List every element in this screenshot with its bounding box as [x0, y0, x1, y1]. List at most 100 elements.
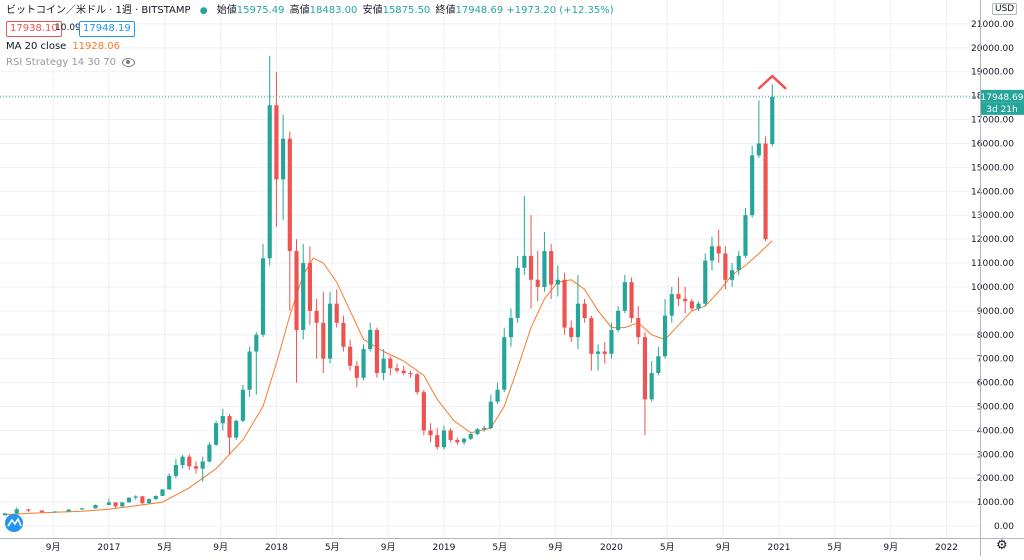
candle-body — [495, 389, 500, 402]
price-axis[interactable]: 0.00 1000.00 2000.00 3000.00 4000.00 5000.00 6… — [971, 0, 1024, 556]
y-tick-label: 21000.00 — [971, 20, 1014, 30]
candle-down — [321, 291, 326, 374]
candle-down — [683, 286, 688, 314]
candle-up — [555, 265, 560, 297]
candle-up — [669, 286, 674, 323]
candle-up — [542, 231, 547, 292]
candle-body — [2, 513, 8, 516]
candle-body — [274, 105, 279, 180]
candle-down — [569, 320, 574, 342]
candle-body — [260, 258, 266, 335]
y-tick-label: 8000.00 — [977, 331, 1014, 341]
grid — [0, 0, 980, 538]
candle-body — [441, 430, 447, 448]
candle-up — [595, 344, 601, 371]
countdown-label: 3d 21h — [986, 105, 1017, 115]
candle-down — [435, 428, 440, 450]
candle-up — [649, 361, 654, 402]
candle-body — [240, 389, 245, 421]
eye-icon[interactable] — [121, 57, 135, 67]
candle-down — [415, 373, 420, 395]
candle-body — [133, 496, 138, 498]
candle-down — [307, 246, 312, 326]
candle-body — [227, 416, 232, 438]
low-value: 15875.50 — [382, 5, 431, 16]
x-tick-label: 5月 — [157, 542, 172, 553]
y-tick-label: 14000.00 — [971, 187, 1014, 197]
open-value: 15975.49 — [236, 5, 285, 16]
candle-body — [80, 508, 85, 510]
candle-up — [53, 511, 58, 513]
candle-body — [39, 510, 44, 513]
sell-price-button[interactable]: 17938.10 — [6, 21, 62, 37]
candle-body — [93, 505, 98, 509]
y-tick-label: 16000.00 — [971, 139, 1014, 149]
buy-price-button[interactable]: 17948.19 — [79, 21, 135, 37]
time-axis[interactable]: 9月 2017 5月 9月 2018 5月 9月 2019 5月 9月 2020 5月 9月 2021 5月… — [0, 514, 1024, 553]
market-status-icon: ● — [199, 6, 208, 16]
candle-body — [683, 298, 688, 302]
candle-down — [723, 246, 728, 290]
candle-down — [113, 502, 118, 508]
candle-up — [616, 306, 621, 333]
candle-down — [354, 361, 359, 388]
candle-up — [368, 322, 373, 352]
candle-body — [622, 282, 627, 311]
candle-body — [582, 303, 587, 319]
low-label: 安値 — [362, 5, 383, 16]
candle-up — [508, 308, 514, 347]
rsi-legend[interactable]: RSI Strategy 14 30 70 — [6, 57, 135, 68]
candle-up — [736, 251, 741, 275]
candle-body — [187, 456, 192, 467]
candle-down — [401, 365, 406, 376]
candle-up — [240, 384, 245, 423]
ma-legend-value: 11928.06 — [72, 41, 121, 52]
candle-body — [254, 334, 259, 352]
candle-down — [455, 437, 460, 445]
candle-up — [267, 55, 272, 266]
candle-down — [589, 315, 594, 371]
candle-body — [696, 303, 701, 309]
candle-body — [220, 416, 225, 424]
candle-body — [649, 373, 654, 400]
candle-body — [307, 263, 312, 311]
candle-up — [180, 454, 185, 469]
x-tick-label: 5月 — [827, 542, 842, 553]
gear-icon[interactable]: ⚙ — [996, 538, 1008, 553]
candle-up — [14, 507, 19, 514]
candle-body — [736, 255, 741, 271]
y-tick-label: 19000.00 — [971, 68, 1014, 78]
candle-up — [770, 84, 775, 147]
candle-body — [562, 279, 567, 328]
candle-body — [502, 337, 507, 390]
candle-body — [756, 143, 761, 156]
candle-up — [656, 346, 661, 376]
candle-down — [528, 215, 534, 309]
candle-up — [575, 274, 581, 350]
candle-down — [187, 454, 192, 470]
candle-down — [314, 298, 319, 359]
candle-down — [408, 370, 413, 378]
currency-button[interactable]: USD — [992, 3, 1018, 15]
candle-up — [703, 253, 708, 307]
candle-body — [26, 509, 31, 511]
candle-up — [254, 332, 259, 395]
candle-body — [334, 303, 339, 323]
candle-up — [475, 428, 480, 436]
candle-down — [448, 428, 453, 443]
y-tick-label: 20000.00 — [971, 44, 1014, 54]
x-tick-label: 2022 — [935, 543, 958, 553]
symbol-title[interactable]: ビットコイン／米ドル · 1週 · BITSTAMP — [6, 5, 191, 16]
candle-body — [522, 255, 527, 268]
candle-body — [341, 322, 346, 347]
ma-legend[interactable]: MA 20 close 11928.06 — [6, 41, 120, 52]
candle-down — [716, 229, 721, 264]
candle-body — [488, 401, 493, 429]
candle-body — [281, 138, 286, 180]
x-tick-label: 5月 — [325, 542, 340, 553]
candle-body — [113, 502, 118, 507]
tradingview-logo-icon[interactable] — [5, 514, 23, 532]
candle-body — [662, 315, 668, 357]
